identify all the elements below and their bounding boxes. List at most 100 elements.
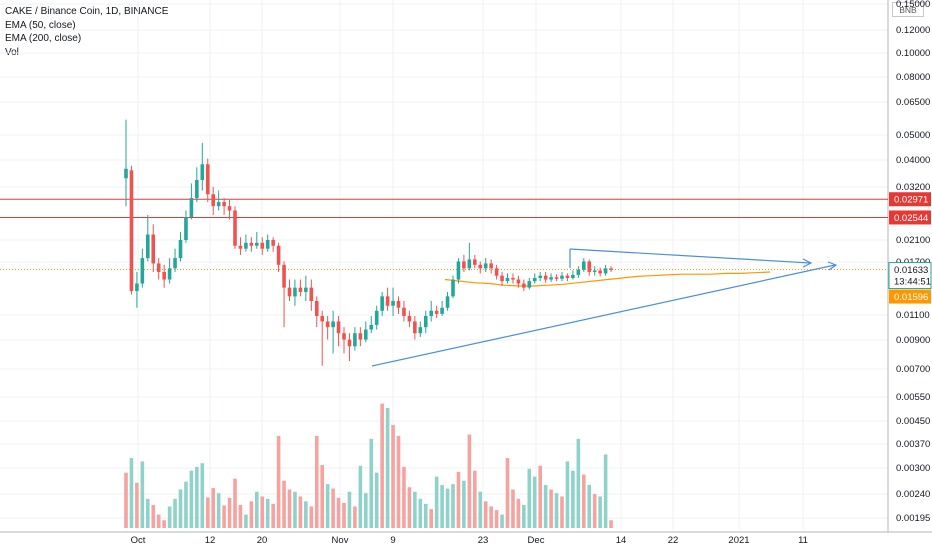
volume-bar bbox=[407, 487, 412, 528]
volume-bar bbox=[402, 466, 406, 528]
volume-bar bbox=[358, 465, 363, 528]
volume-bar bbox=[314, 435, 319, 528]
last-price-bg bbox=[888, 262, 932, 290]
date-tick-label: 9 bbox=[390, 535, 395, 546]
volume-bar bbox=[233, 478, 237, 528]
candle-body bbox=[500, 275, 504, 282]
volume-bar bbox=[200, 463, 205, 528]
date-tick-label: Oct bbox=[131, 535, 146, 546]
volume-bar bbox=[511, 489, 515, 528]
volume-bar bbox=[423, 503, 428, 528]
volume-bar bbox=[505, 457, 510, 528]
volume-bar bbox=[543, 485, 548, 528]
candle-body bbox=[189, 198, 194, 218]
volume-bar bbox=[298, 496, 303, 528]
volume-bar bbox=[195, 466, 199, 528]
volume-bar bbox=[173, 498, 177, 528]
chart-legend: CAKE / Binance Coin, 1D, BINANCE EMA (50… bbox=[5, 5, 168, 59]
volume-bar bbox=[374, 472, 379, 528]
candle-body bbox=[543, 275, 548, 280]
candle-body bbox=[271, 240, 275, 246]
last-price-value: 0.01633 bbox=[894, 265, 928, 276]
price-tick-label: 0.00700 bbox=[896, 364, 930, 375]
volume-bar bbox=[396, 435, 401, 528]
candle-body bbox=[320, 315, 324, 322]
candle-body bbox=[560, 275, 564, 279]
resistance-trend-arrow bbox=[802, 258, 813, 268]
volume-bar bbox=[238, 504, 243, 528]
volume-bar bbox=[418, 498, 423, 528]
volume-bar bbox=[282, 480, 286, 528]
candle-body bbox=[331, 321, 335, 328]
volume-bar bbox=[532, 476, 537, 528]
date-tick-label: Nov bbox=[332, 535, 349, 546]
date-tick-label: 22 bbox=[668, 535, 679, 546]
volume-bar bbox=[342, 502, 346, 528]
candle-body bbox=[609, 268, 613, 270]
candle-body bbox=[276, 245, 281, 265]
volume-bar bbox=[146, 498, 150, 528]
legend-ema200[interactable]: EMA (200, close) bbox=[5, 33, 82, 44]
volume-bar bbox=[265, 498, 270, 528]
volume-bar bbox=[353, 506, 357, 528]
volume-bar bbox=[325, 484, 330, 528]
price-tick-label: 0.00550 bbox=[896, 392, 930, 403]
candle-body bbox=[429, 310, 433, 316]
candle-body bbox=[178, 240, 183, 259]
price-tick-label: 0.03200 bbox=[896, 182, 930, 193]
candle-body bbox=[195, 179, 199, 199]
candle-body bbox=[413, 321, 417, 334]
candle-body bbox=[483, 263, 488, 269]
volume-bar bbox=[429, 509, 433, 528]
volume-bar bbox=[347, 491, 352, 528]
candle-body bbox=[516, 279, 521, 284]
volume-bar bbox=[304, 501, 308, 528]
level-tag-2-bg bbox=[889, 210, 931, 225]
volume-bar bbox=[462, 480, 466, 528]
legend-ema50[interactable]: EMA (50, close) bbox=[5, 19, 76, 31]
candle-body bbox=[473, 259, 477, 265]
level-tag-1-bg bbox=[889, 192, 931, 207]
volume-bar bbox=[222, 505, 226, 528]
level-tag-2: 0.02544 bbox=[889, 210, 931, 225]
candle-body bbox=[211, 194, 215, 207]
volume-bar bbox=[440, 485, 444, 528]
volume-bar bbox=[522, 504, 526, 528]
price-tick-label: 0.15000 bbox=[896, 0, 930, 10]
candle-body bbox=[565, 275, 570, 278]
candle-body bbox=[364, 329, 368, 340]
candle-body bbox=[293, 287, 297, 297]
volume-bar bbox=[434, 476, 439, 528]
support-trend-arrow bbox=[827, 261, 838, 271]
volume-bar bbox=[211, 488, 215, 528]
volume-bar bbox=[167, 506, 172, 528]
price-tick-label: 0.00370 bbox=[896, 439, 930, 450]
price-tick-label: 0.06500 bbox=[896, 97, 930, 108]
volume-bar bbox=[369, 438, 374, 528]
candle-body bbox=[156, 263, 161, 272]
candle-body bbox=[462, 261, 466, 269]
candle-body bbox=[467, 259, 472, 269]
ema50-tag-text: 0.01596 bbox=[894, 292, 928, 303]
candle-body bbox=[489, 263, 493, 269]
volume-bar bbox=[538, 465, 542, 528]
candle-body bbox=[532, 277, 537, 282]
candle-body bbox=[265, 240, 270, 249]
candle-body bbox=[255, 242, 259, 246]
volume-bar bbox=[276, 435, 281, 528]
legend-vol[interactable]: Vol bbox=[5, 46, 19, 58]
volume-bar bbox=[478, 491, 483, 528]
candle-body bbox=[549, 277, 553, 280]
volume-bar bbox=[565, 461, 570, 528]
price-tick-label: 0.04000 bbox=[896, 155, 930, 166]
volume-bar bbox=[413, 491, 417, 528]
candle-body bbox=[571, 274, 575, 278]
candle-body bbox=[336, 321, 341, 334]
volume-bar bbox=[592, 494, 597, 528]
candle-body bbox=[385, 296, 390, 306]
volume-bar bbox=[249, 501, 254, 528]
legend-title: CAKE / Binance Coin, 1D, BINANCE bbox=[5, 6, 169, 17]
candle-body bbox=[527, 281, 532, 288]
candle-body bbox=[249, 242, 254, 246]
